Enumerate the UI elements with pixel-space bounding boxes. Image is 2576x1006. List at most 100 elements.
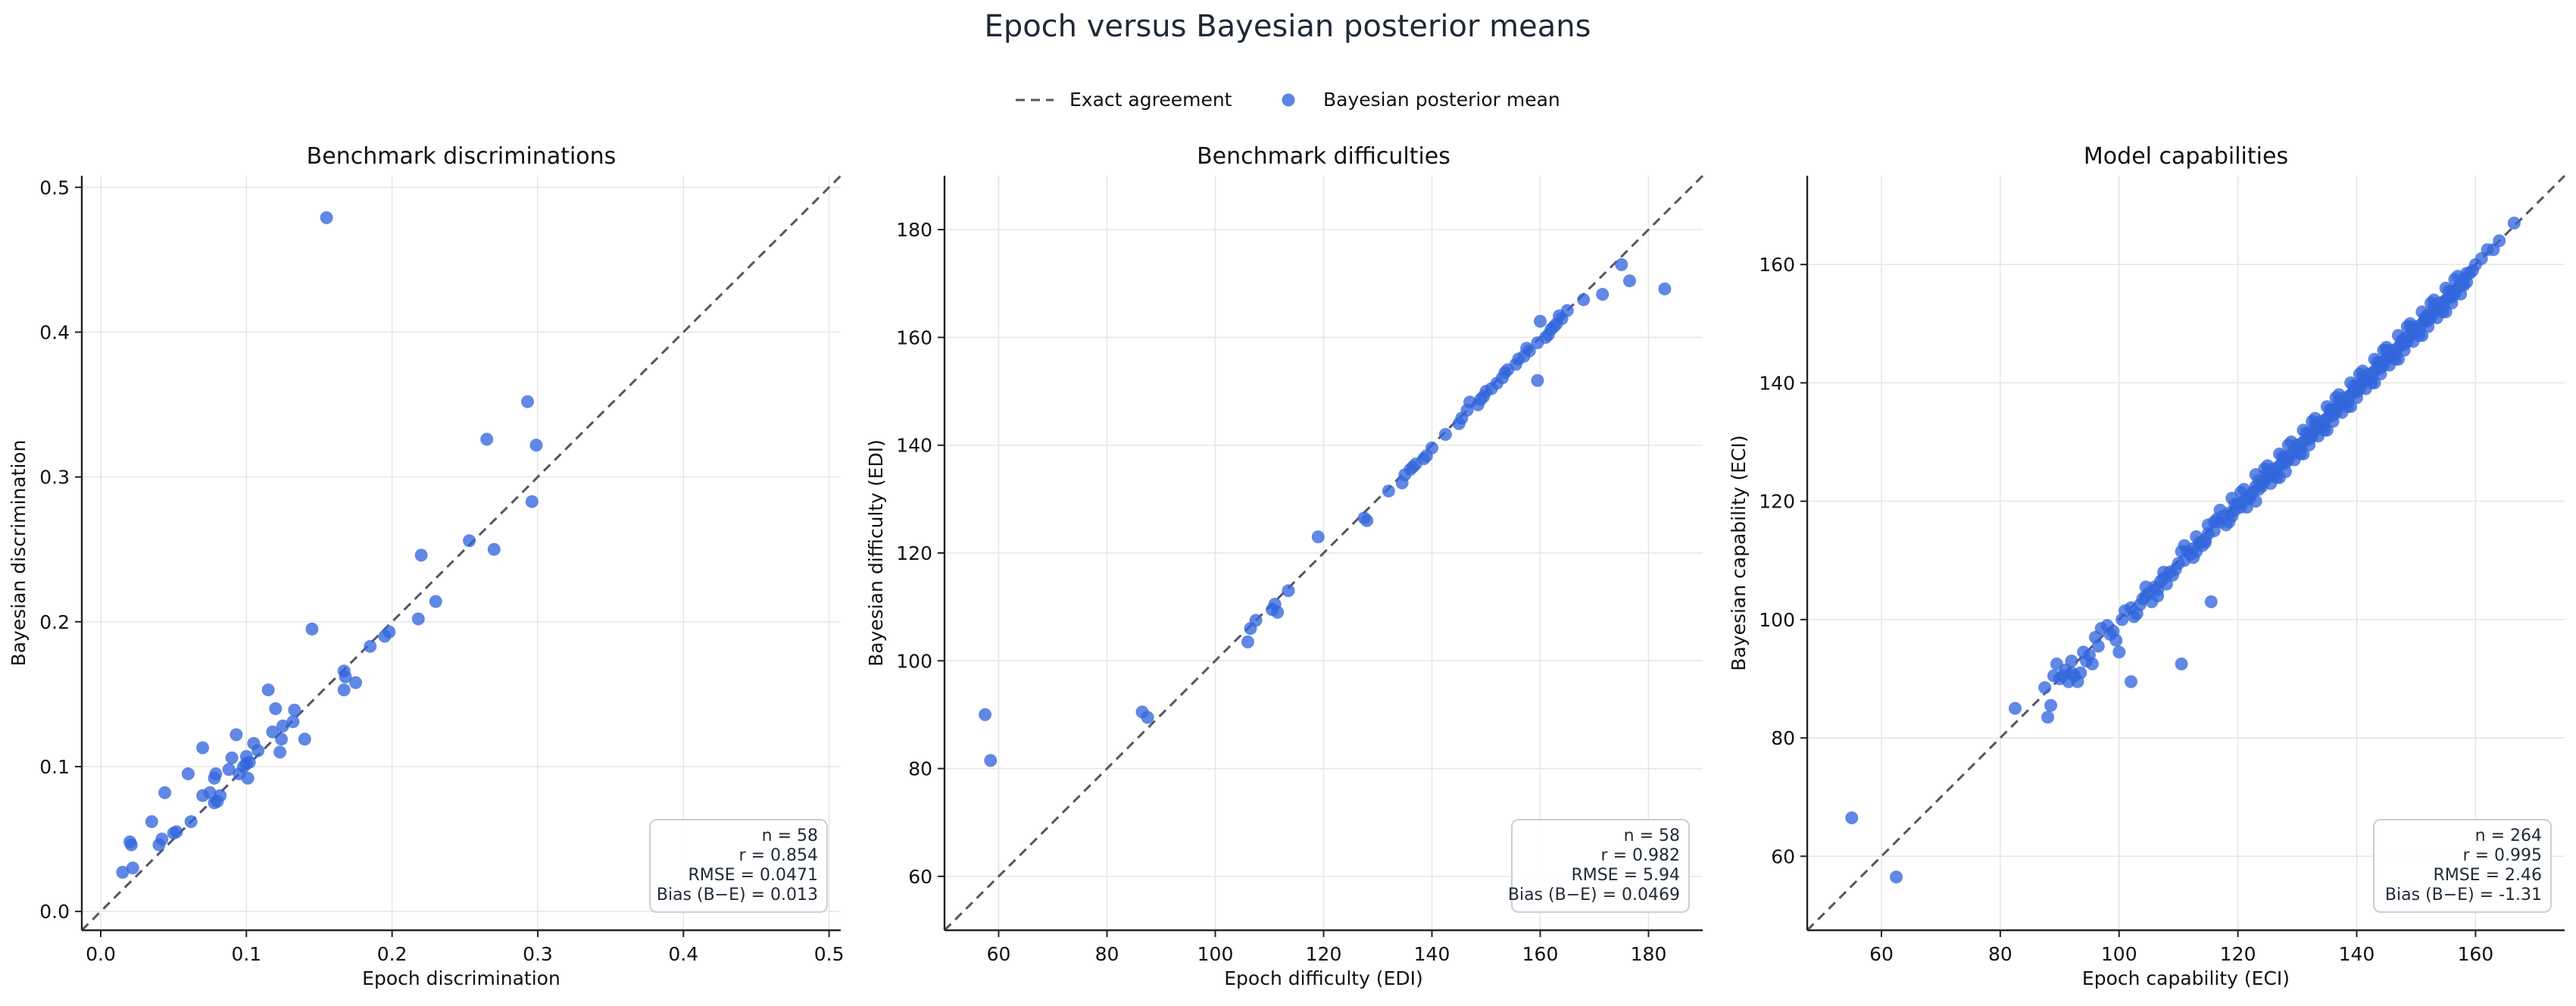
stats-line: r = 0.995 — [2463, 846, 2542, 865]
scatter-points — [116, 211, 543, 879]
scatter-points — [979, 258, 1672, 767]
data-point — [1474, 392, 1488, 406]
x-tick-label: 0.2 — [377, 943, 407, 965]
x-tick-label: 100 — [2101, 943, 2137, 965]
y-axis-label: Bayesian difficulty (EDI) — [865, 439, 887, 667]
data-point — [286, 715, 300, 729]
x-tick-label: 0.5 — [814, 943, 845, 965]
data-point — [155, 833, 169, 846]
panel-capabilities: 60 80 100 120 140 160 60 80 100 120 140 160 Model ca… — [1728, 143, 2566, 989]
data-point — [2204, 595, 2218, 608]
data-point — [1534, 314, 1547, 328]
data-point — [2460, 267, 2474, 280]
panel-discriminations: 0.0 0.1 0.2 0.3 0.4 0.5 0.0 0.1 0.2 0.3 0.4 0.5 Benc… — [8, 143, 844, 989]
y-tick-label: 0.0 — [39, 901, 70, 923]
stats-line: RMSE = 5.94 — [1571, 866, 1680, 885]
data-point — [2151, 589, 2165, 603]
x-axis-label: Epoch difficulty (EDI) — [1224, 967, 1423, 989]
data-point — [2249, 495, 2262, 508]
data-point — [414, 548, 428, 562]
data-point — [2273, 470, 2286, 484]
data-point — [242, 755, 256, 769]
data-point — [1425, 441, 1438, 455]
data-point — [2065, 655, 2078, 668]
stats-line: n = 58 — [762, 826, 818, 845]
data-point — [1490, 376, 1503, 390]
data-point — [2074, 666, 2087, 680]
data-point — [1382, 484, 1395, 498]
data-point — [276, 719, 289, 733]
data-point — [1531, 373, 1544, 387]
legend-marker-icon — [1282, 93, 1295, 107]
legend-label-exact-agreement: Exact agreement — [1069, 89, 1232, 111]
stats-box-frame — [2373, 819, 2552, 913]
x-tick-label: 140 — [1414, 943, 1450, 965]
legend-label-bayesian-posterior-mean: Bayesian posterior mean — [1323, 89, 1560, 111]
data-point — [337, 683, 351, 697]
data-point — [2041, 711, 2055, 724]
x-tick-label: 180 — [1631, 943, 1667, 965]
data-point — [241, 771, 254, 785]
x-tick-label: 160 — [1522, 943, 1559, 965]
data-point — [184, 815, 198, 829]
data-point — [2276, 450, 2289, 464]
data-point — [222, 763, 236, 776]
data-point — [2493, 234, 2506, 248]
y-tick-label: 0.1 — [39, 756, 70, 778]
data-point — [273, 745, 287, 759]
stats-line: RMSE = 2.46 — [2433, 866, 2542, 885]
panel-title: Benchmark discriminations — [307, 143, 617, 170]
data-point — [487, 542, 501, 556]
data-point — [429, 595, 442, 608]
data-point — [2100, 619, 2114, 633]
y-tick-label: 60 — [908, 866, 932, 888]
x-tick-label: 140 — [2339, 943, 2375, 965]
data-point — [229, 728, 243, 742]
data-point — [2281, 438, 2295, 451]
data-point — [266, 725, 279, 739]
data-point — [1596, 288, 1610, 301]
data-point — [2187, 551, 2200, 564]
y-tick-label: 60 — [1771, 845, 1795, 867]
data-point — [2222, 515, 2236, 529]
stats-line: Bias (B−E) = 0.0469 — [1508, 886, 1680, 904]
panel-title: Benchmark difficulties — [1197, 143, 1450, 170]
data-point — [364, 639, 377, 653]
data-point — [158, 786, 172, 799]
data-point — [1520, 342, 1534, 355]
x-tick-label: 80 — [1095, 943, 1119, 965]
exact-agreement-line — [80, 174, 842, 932]
data-point — [2091, 639, 2105, 653]
figure-title: Epoch versus Bayesian posterior means — [985, 9, 1591, 44]
data-point — [2175, 658, 2188, 670]
data-point — [2213, 503, 2227, 517]
stats-box-frame — [649, 819, 828, 913]
data-point — [181, 767, 195, 780]
data-point — [979, 708, 992, 721]
y-tick-label: 80 — [908, 758, 932, 780]
data-point — [116, 866, 130, 879]
data-point — [2169, 563, 2182, 576]
grid — [82, 176, 841, 930]
stats-line: RMSE = 0.0471 — [688, 866, 818, 885]
y-tick-label: 80 — [1771, 727, 1795, 749]
data-point — [305, 622, 319, 636]
x-tick-label: 0.0 — [86, 943, 116, 965]
y-tick-label: 140 — [896, 435, 932, 457]
data-point — [2344, 400, 2358, 414]
data-point — [2044, 698, 2058, 712]
data-point — [214, 789, 227, 802]
data-point — [1577, 293, 1591, 307]
y-tick-label: 120 — [896, 542, 932, 564]
data-point — [2309, 417, 2322, 431]
y-tick-label: 160 — [1759, 254, 1795, 276]
data-point — [2125, 675, 2137, 689]
data-point — [984, 754, 998, 767]
y-tick-label: 140 — [1759, 372, 1795, 394]
data-point — [2038, 681, 2052, 695]
exact-agreement-line — [943, 174, 1704, 932]
y-tick-label: 0.2 — [39, 611, 70, 633]
